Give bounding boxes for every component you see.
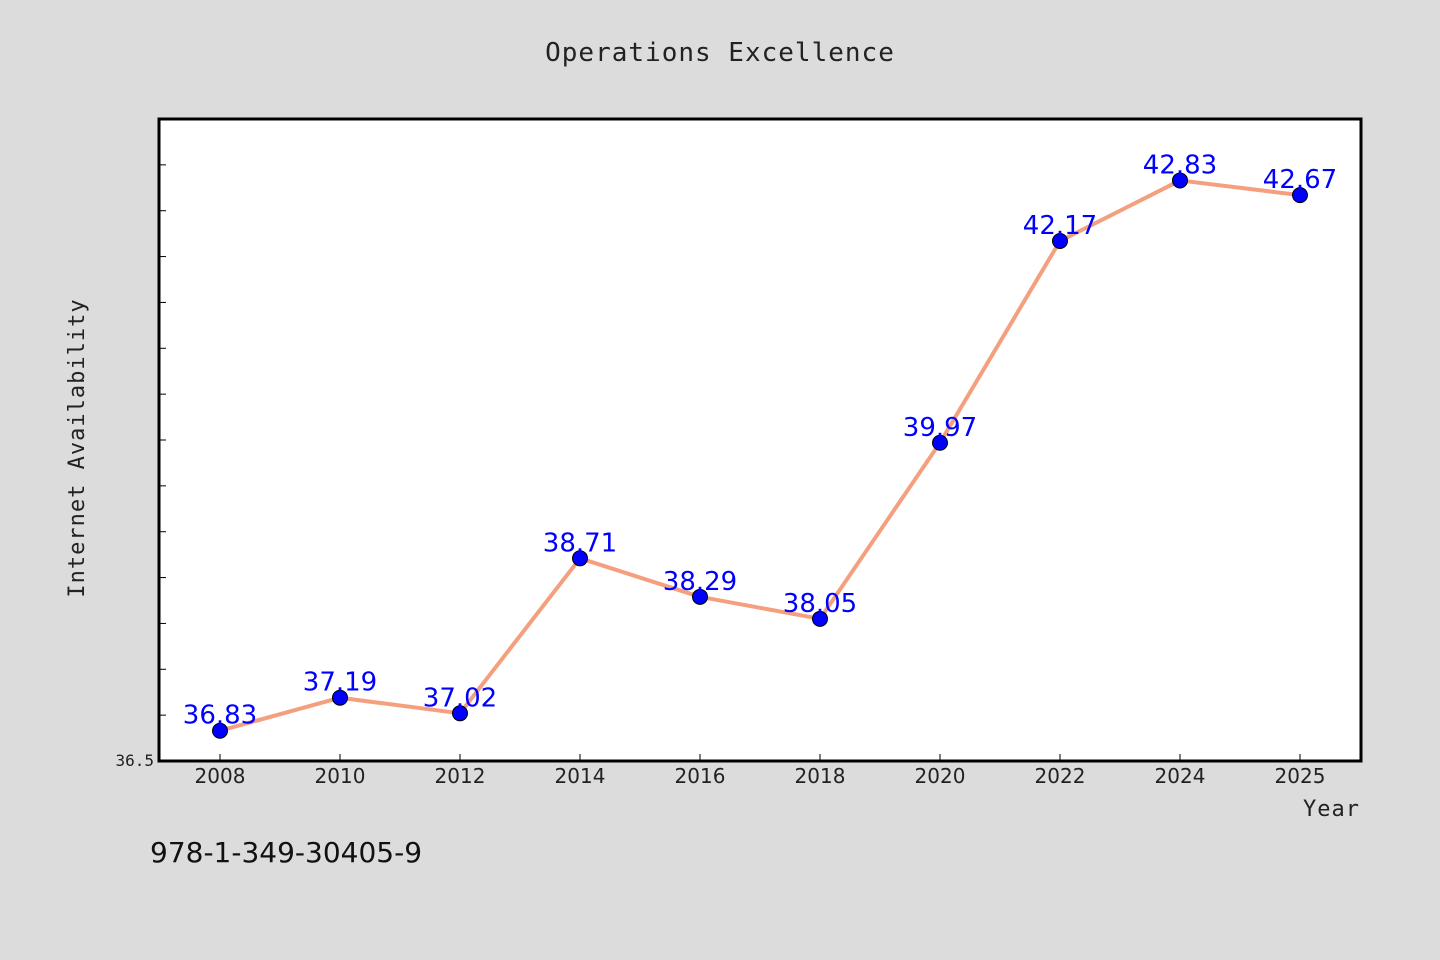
data-label: 38.29 [663,567,737,597]
data-label: 37.19 [303,668,377,698]
data-point-marker [692,588,708,605]
data-label: 37.02 [423,683,497,713]
x-axis-ticks [219,754,1301,761]
x-tick-label: 2016 [675,764,726,788]
x-tick-label: 2010 [315,764,366,788]
data-point-marker [212,722,228,739]
data-label: 38.05 [783,589,857,619]
data-point-marker [1292,187,1308,204]
plot-area [157,117,1363,763]
data-labels-group: 36.83 37.19 37.02 38.71 38.29 38.05 39.97 42.17… [183,150,1337,730]
x-tick-label: 2025 [1275,764,1326,788]
data-point-marker [1052,232,1068,249]
data-point-marker [572,550,588,567]
x-tick-label: 2022 [1035,764,1086,788]
x-axis-label: Year [1303,797,1360,822]
x-tick-label: 2024 [1155,764,1206,788]
footer-code: 978-1-349-30405-9 [150,836,422,869]
data-point-marker [812,610,828,627]
y-axis-ticks [159,164,166,716]
data-label: 36.83 [183,701,257,731]
data-label: 42.17 [1023,211,1097,241]
data-label: 39.97 [903,413,977,443]
y-axis-label: Internet Availability [65,298,90,597]
series-markers-group [212,172,1308,739]
data-point-marker [1172,172,1188,189]
data-label: 38.71 [543,528,617,558]
x-tick-label: 2012 [435,764,486,788]
chart-title: Operations Excellence [545,38,895,68]
x-tick-label: 2018 [795,764,846,788]
x-tick-labels-group: 2008 2010 2012 2014 2016 2018 2020 2022 2024 2025 [195,764,1326,788]
x-tick-label: 2008 [195,764,246,788]
data-label: 42.67 [1263,165,1337,195]
data-label: 42.83 [1143,150,1217,180]
x-tick-label: 2014 [555,764,606,788]
y-tick-label: 36.5 [115,751,154,770]
data-point-marker [332,689,348,706]
x-tick-label: 2020 [915,764,966,788]
series-line [219,178,1301,733]
data-point-marker [452,705,468,722]
data-point-marker [932,434,948,451]
series-line-group [219,178,1301,733]
